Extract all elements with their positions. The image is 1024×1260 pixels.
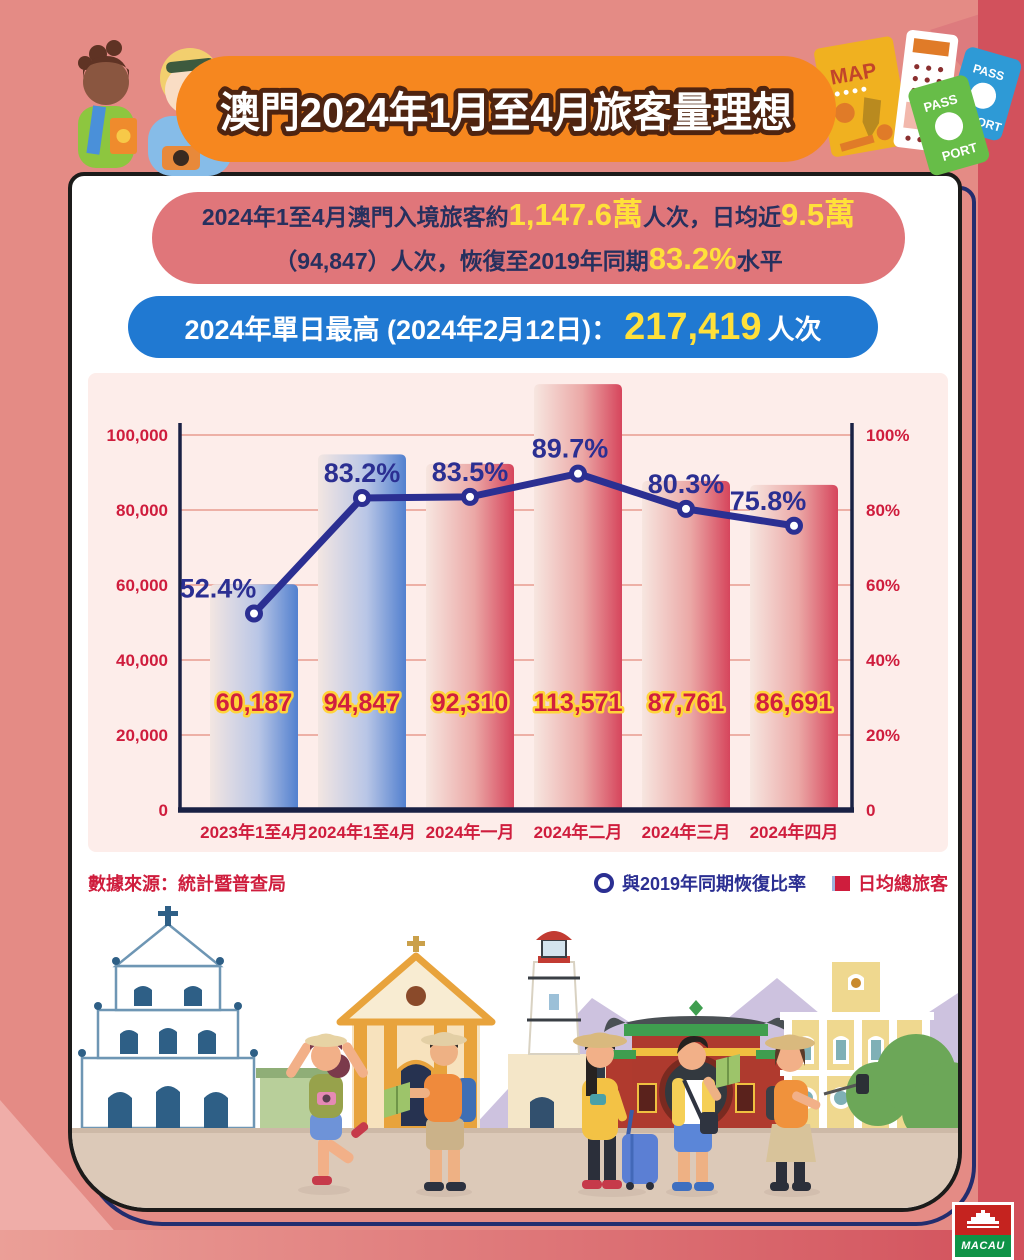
ground [72,1128,958,1208]
bar-series [210,384,838,810]
svg-text:113,571: 113,571 [534,689,623,717]
summary-text: （94,847）人次，恢復至2019年同期 [274,248,649,274]
tourist-dark-skin [78,40,137,168]
tourist-backpacker-man [384,1032,476,1197]
svg-text:20%: 20% [866,726,900,745]
svg-text:89.7%: 89.7% [532,434,609,464]
page-title: 澳門2024年1月至4月旅客量理想 [220,89,792,136]
svg-text:80,000: 80,000 [116,501,168,520]
line-marker [569,464,587,483]
axis-tick-labels: 0 20,000 40,000 60,000 80,000 100,000 0 20% 40% 6… [107,426,910,820]
svg-text:0: 0 [866,801,875,820]
summary-highlight-recovery: 83.2% [648,241,737,276]
line-marker [677,499,695,518]
summary-highlight-total: 1,147.6萬 [508,197,644,232]
bar [750,484,838,810]
ground-edge [72,1128,958,1133]
title-banner: 澳門2024年1月至4月旅客量理想 [176,56,836,162]
svg-text:87,761: 87,761 [648,689,725,717]
line-marker-icon [593,873,614,893]
svg-text:52.4%: 52.4% [180,574,257,604]
chart-legend: 與2019年同期恢復比率 日均總旅客 [593,870,948,896]
peak-unit: 人次 [767,314,822,345]
svg-text:0: 0 [159,801,168,820]
data-source-label: 數據來源：統計暨普查局 [88,874,286,894]
bar-red-swatch-icon [835,875,850,891]
building-ruins-st-paul [78,906,258,1130]
svg-text:60%: 60% [866,576,900,595]
chart-panel: 0 20,000 40,000 60,000 80,000 100,000 0 20% 40% 6… [88,373,948,852]
bar [534,384,622,810]
recovery-rate-line [250,470,798,617]
tourist-map-man [666,1036,740,1197]
travel-items-icon: MAP PASS PORT PASS [814,29,1022,176]
svg-text:80.3%: 80.3% [648,469,725,499]
svg-text:83.5%: 83.5% [432,457,509,487]
svg-text:2024年三月: 2024年三月 [642,822,731,842]
legend-line-item: 與2019年同期恢復比率 [593,870,806,896]
bar [642,480,730,810]
svg-text:75.8%: 75.8% [730,486,807,516]
category-labels: 2023年1至4月 2024年1至4月 2024年一月 2024年二月 2024年三月 2… [200,822,838,842]
svg-text:100%: 100% [866,426,909,445]
svg-text:2023年1至4月: 2023年1至4月 [200,822,308,842]
svg-text:2024年1至4月: 2024年1至4月 [308,822,416,842]
map-icon: MAP [814,36,911,157]
svg-text:94,847: 94,847 [324,689,400,717]
tourist-jumping-girl [286,1033,369,1195]
bar-value-labels: 60,187 94,847 92,310 113,571 87,761 86,691 [213,687,835,720]
svg-text:83.2%: 83.2% [324,458,401,488]
peak-stat-box: 2024年單日最高 (2024年2月12日)： 217,419 人次 [128,296,878,358]
bar [318,454,406,810]
macau-logo-ruins-icon [955,1205,1011,1236]
svg-text:40%: 40% [866,651,900,670]
summary-line-2: （94,847）人次，恢復至2019年同期83.2%水平 [274,238,782,282]
bar [210,584,298,810]
svg-text:80%: 80% [866,501,900,520]
svg-text:20,000: 20,000 [116,726,168,745]
line-point-labels: 52.4% 83.2% 83.5% 89.7% 80.3%75.8% [180,434,807,604]
svg-text:100,000: 100,000 [107,426,168,445]
legend-line-label: 與2019年同期恢復比率 [621,874,806,894]
peak-value: 217,419 [624,305,762,348]
summary-highlight-daily: 9.5萬 [781,197,856,232]
svg-text:2024年二月: 2024年二月 [534,822,623,842]
legend-bar-item: 日均總旅客 [832,870,948,896]
svg-text:2024年四月: 2024年四月 [750,822,839,842]
macau-logo: MACAU [952,1202,1014,1260]
tourist-selfie-woman [764,1034,869,1197]
bar [426,463,514,810]
summary-stat-box: 2024年1至4月澳門入境旅客約1,147.6萬人次，日均近9.5萬 （94,8… [152,192,905,284]
legend-bar-label: 日均總旅客 [858,874,948,894]
line-marker [461,487,479,506]
svg-text:92,310: 92,310 [432,689,508,717]
tourist-luggage-woman [573,1032,658,1197]
svg-text:40,000: 40,000 [116,651,168,670]
svg-text:86,691: 86,691 [756,689,833,717]
content-card: 2024年1至4月澳門入境旅客約1,147.6萬人次，日均近9.5萬 （94,8… [68,172,962,1212]
summary-text: 2024年1至4月澳門入境旅客約 [201,204,509,230]
svg-text:60,000: 60,000 [116,576,168,595]
line-marker [353,489,371,507]
summary-line-1: 2024年1至4月澳門入境旅客約1,147.6萬人次，日均近9.5萬 [202,194,855,238]
peak-label: 2024年單日最高 (2024年2月12日)： [184,314,619,345]
svg-text:2024年一月: 2024年一月 [426,822,515,842]
visitors-combo-chart: 0 20,000 40,000 60,000 80,000 100,000 0 20% 40% 6… [107,384,910,842]
line-marker [785,516,803,535]
svg-text:60,187: 60,187 [216,689,292,717]
summary-text: 人次，日均近 [643,204,782,230]
line-marker [245,604,263,623]
macau-scene-illustration [72,906,958,1208]
chart-footer-row: 數據來源：統計暨普查局 與2019年同期恢復比率 日均總旅客 [88,870,948,896]
summary-text: 水平 [736,248,783,274]
macau-logo-text: MACAU [955,1235,1011,1257]
passport-green-icon: PASS PORT [908,75,990,176]
